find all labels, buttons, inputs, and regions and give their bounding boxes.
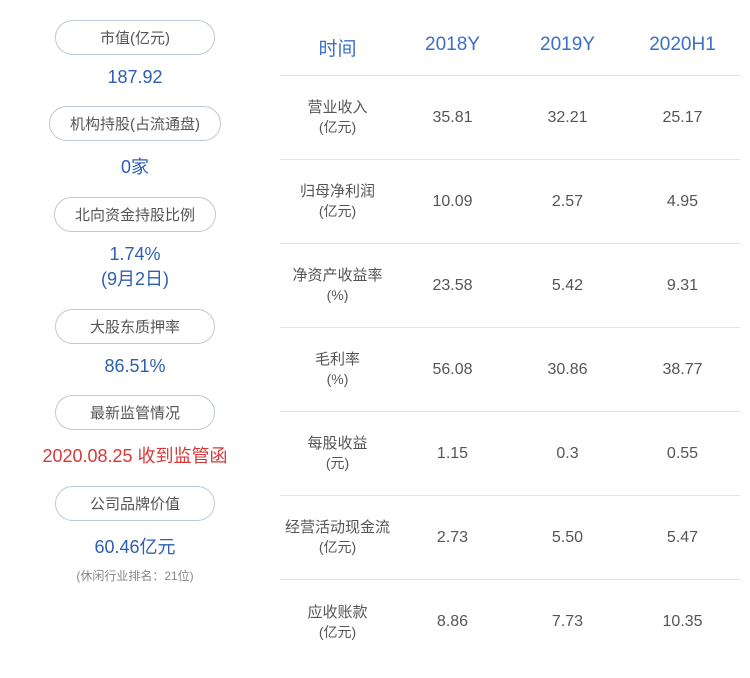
- cell: 23.58: [395, 277, 510, 295]
- table-header: 时间 2018Y 2019Y 2020H1: [280, 20, 740, 76]
- northbound-ratio-value: 1.74% (9月2日): [101, 244, 169, 291]
- cell: 5.47: [625, 529, 740, 547]
- market-cap-label: 市值(亿元): [55, 20, 215, 55]
- col-2019: 2019Y: [510, 20, 625, 75]
- row-label: 营业收入 (亿元): [280, 97, 395, 138]
- cell: 0.3: [510, 445, 625, 463]
- northbound-ratio-label: 北向资金持股比例: [54, 197, 216, 232]
- cell: 9.31: [625, 277, 740, 295]
- institutional-holdings-value: 0家: [121, 153, 149, 179]
- cell: 1.15: [395, 445, 510, 463]
- table-row: 应收账款 (亿元) 8.86 7.73 10.35: [280, 580, 740, 664]
- row-label: 毛利率 (%): [280, 349, 395, 390]
- col-2018: 2018Y: [395, 20, 510, 75]
- table-row: 经营活动现金流 (亿元) 2.73 5.50 5.47: [280, 496, 740, 580]
- col-2020h1: 2020H1: [625, 20, 740, 75]
- table-row: 营业收入 (亿元) 35.81 32.21 25.17: [280, 76, 740, 160]
- brand-value-value: 60.46亿元: [94, 533, 175, 559]
- brand-value-label: 公司品牌价值: [55, 486, 215, 521]
- table-row: 毛利率 (%) 56.08 30.86 38.77: [280, 328, 740, 412]
- cell: 35.81: [395, 109, 510, 127]
- brand-value-note: (休闲行业排名：21位): [76, 567, 193, 584]
- cell: 56.08: [395, 361, 510, 379]
- cell: 25.17: [625, 109, 740, 127]
- cell: 2.57: [510, 193, 625, 211]
- right-panel: 时间 2018Y 2019Y 2020H1 营业收入 (亿元) 35.81 32…: [260, 20, 740, 658]
- cell: 32.21: [510, 109, 625, 127]
- regulatory-value: 2020.08.25 收到监管函: [42, 442, 227, 468]
- financial-table: 时间 2018Y 2019Y 2020H1 营业收入 (亿元) 35.81 32…: [280, 20, 740, 664]
- row-label: 归母净利润 (亿元): [280, 181, 395, 222]
- cell: 30.86: [510, 361, 625, 379]
- cell: 0.55: [625, 445, 740, 463]
- pledge-ratio-label: 大股东质押率: [55, 309, 215, 344]
- row-label: 经营活动现金流 (亿元): [280, 517, 395, 558]
- col-time: 时间: [280, 20, 395, 75]
- row-label: 每股收益 (元): [280, 433, 395, 474]
- cell: 38.77: [625, 361, 740, 379]
- cell: 10.35: [625, 613, 740, 631]
- cell: 5.42: [510, 277, 625, 295]
- table-row: 归母净利润 (亿元) 10.09 2.57 4.95: [280, 160, 740, 244]
- cell: 7.73: [510, 613, 625, 631]
- market-cap-value: 187.92: [107, 67, 162, 88]
- regulatory-label: 最新监管情况: [55, 395, 215, 430]
- cell: 10.09: [395, 193, 510, 211]
- left-panel: 市值(亿元) 187.92 机构持股(占流通盘) 0家 北向资金持股比例 1.7…: [10, 20, 260, 658]
- cell: 8.86: [395, 613, 510, 631]
- pledge-ratio-value: 86.51%: [104, 356, 165, 377]
- institutional-holdings-label: 机构持股(占流通盘): [49, 106, 221, 141]
- cell: 4.95: [625, 193, 740, 211]
- row-label: 净资产收益率 (%): [280, 265, 395, 306]
- row-label: 应收账款 (亿元): [280, 602, 395, 643]
- cell: 5.50: [510, 529, 625, 547]
- table-row: 净资产收益率 (%) 23.58 5.42 9.31: [280, 244, 740, 328]
- cell: 2.73: [395, 529, 510, 547]
- table-row: 每股收益 (元) 1.15 0.3 0.55: [280, 412, 740, 496]
